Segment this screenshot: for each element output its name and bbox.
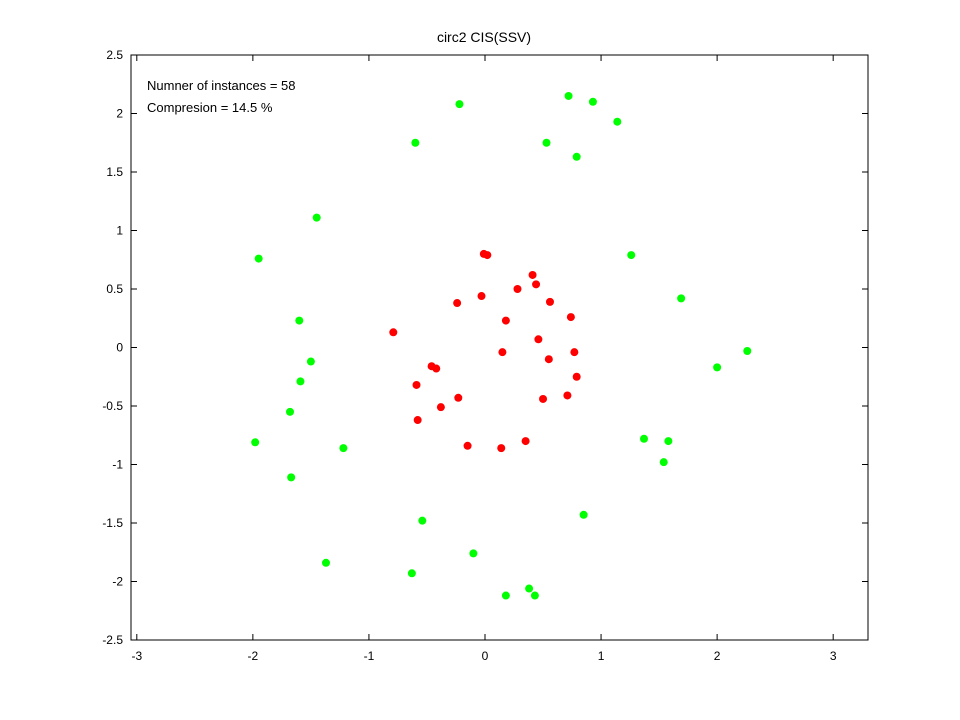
x-tick-label: -3	[131, 649, 142, 663]
data-point	[743, 347, 752, 356]
data-point	[566, 313, 575, 322]
data-point	[534, 335, 543, 344]
data-point	[664, 437, 673, 446]
data-point	[413, 416, 422, 425]
data-point	[254, 254, 263, 263]
data-point	[564, 91, 573, 100]
data-point	[659, 458, 668, 467]
data-point	[477, 292, 486, 301]
data-point	[312, 213, 321, 222]
axes-frame	[130, 54, 869, 641]
y-tick-label: 1.5	[106, 165, 123, 179]
data-point	[497, 444, 506, 453]
data-point	[627, 251, 636, 260]
green-series	[251, 91, 752, 600]
plot-area: -3 -2 -1 0 1 2 3 -2.5 -2 -1.5 -1 -0.5 0 0.5 1 1.5 2 2.5	[102, 48, 869, 663]
data-point	[513, 285, 522, 293]
data-point	[501, 316, 510, 325]
data-point	[412, 380, 421, 389]
data-point	[530, 591, 539, 600]
data-point	[498, 348, 507, 357]
data-point	[295, 316, 304, 325]
data-point	[539, 394, 548, 403]
data-point	[639, 434, 648, 443]
x-tick-label: -2	[248, 649, 259, 663]
y-tick-label: 0.5	[106, 282, 123, 296]
data-point	[501, 591, 510, 600]
y-tick-label: 1	[116, 224, 123, 238]
data-point	[545, 297, 554, 306]
y-tick-label: 2	[116, 107, 123, 121]
data-point	[528, 270, 537, 279]
y-tick-label: -2.5	[102, 633, 123, 647]
data-point	[572, 372, 581, 381]
data-point	[407, 569, 416, 578]
annotation-instances: Numner of instances = 58	[147, 78, 296, 93]
data-point	[542, 138, 551, 147]
data-point	[544, 355, 553, 364]
data-point	[436, 403, 445, 412]
annotation-compression: Compresion = 14.5 %	[147, 100, 273, 115]
data-point	[411, 138, 420, 147]
data-point	[713, 363, 722, 372]
data-point	[677, 294, 686, 303]
y-tick-label: 0	[116, 341, 123, 355]
x-tick-label: 1	[598, 649, 605, 663]
data-point	[296, 377, 305, 386]
data-point	[418, 516, 427, 525]
data-point	[532, 280, 541, 289]
data-point	[453, 299, 462, 308]
data-point	[339, 444, 348, 453]
red-series	[389, 249, 581, 453]
axis-tick-labels: -3 -2 -1 0 1 2 3 -2.5 -2 -1.5 -1 -0.5 0 0.5 1 1.5 2 2.5	[102, 48, 837, 663]
data-point	[570, 348, 579, 357]
axis-ticks	[131, 54, 868, 641]
y-tick-label: -0.5	[102, 399, 123, 413]
y-tick-label: -2	[112, 575, 123, 589]
data-point	[521, 437, 530, 446]
data-point	[572, 152, 581, 161]
data-point	[389, 328, 398, 337]
x-tick-label: 2	[714, 649, 721, 663]
data-points	[251, 91, 752, 600]
data-point	[483, 251, 492, 260]
data-point	[469, 549, 478, 558]
data-point	[287, 473, 296, 482]
data-point	[588, 97, 597, 106]
y-tick-label: -1.5	[102, 516, 123, 530]
data-point	[455, 100, 464, 109]
x-tick-label: 3	[830, 649, 837, 663]
x-tick-label: 0	[482, 649, 489, 663]
data-point	[306, 357, 315, 366]
data-point	[286, 407, 295, 416]
y-tick-label: -1	[112, 458, 123, 472]
data-point	[432, 364, 441, 373]
data-point	[251, 438, 260, 447]
data-point	[579, 510, 588, 519]
data-point	[613, 117, 622, 126]
data-point	[454, 393, 463, 402]
data-point	[463, 441, 472, 450]
chart-title: circ2 CIS(SSV)	[437, 29, 531, 45]
data-point	[525, 584, 534, 593]
x-tick-label: -1	[364, 649, 375, 663]
data-point	[321, 558, 330, 567]
data-point	[563, 391, 572, 400]
y-tick-label: 2.5	[106, 48, 123, 62]
